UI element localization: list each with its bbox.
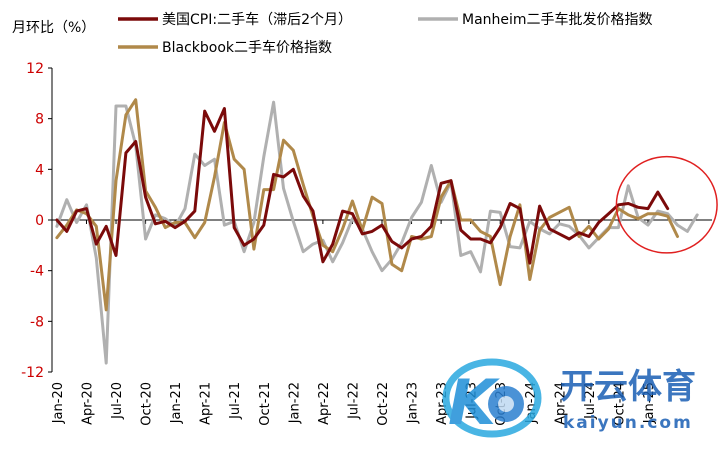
x-tick-label: Oct-21: [258, 382, 273, 426]
x-tick-label: Jul-24: [583, 382, 598, 420]
y-tick-label: 8: [35, 112, 44, 128]
watermark-en-text: kaiyun.com: [563, 413, 693, 433]
x-tick-label: Jul-21: [228, 382, 243, 420]
x-tick-label: Apr-22: [317, 382, 332, 425]
highlight-ellipse: [615, 155, 718, 254]
y-tick-label: -8: [30, 314, 44, 330]
y-tick-label: -4: [30, 264, 44, 280]
x-tick-label: Oct-22: [376, 382, 391, 426]
x-tick-label: Jan-23: [406, 382, 421, 424]
watermark: K 开云体育 kaiyun.com: [442, 358, 696, 439]
series-line-2: [55, 98, 679, 312]
watermark-logo-letter: K: [448, 366, 500, 439]
series-line-1: [55, 100, 699, 365]
x-tick-label: Jul-23: [465, 382, 480, 420]
legend-label-0: 美国CPI:二手车（滞后2个月）: [162, 11, 352, 28]
x-tick-label: Jan-25: [642, 382, 657, 424]
x-tick-label: Oct-24: [612, 382, 627, 426]
watermark-ring-icon: [442, 358, 542, 438]
x-tick-label: Apr-21: [199, 382, 214, 425]
series-line-0: [55, 107, 670, 265]
x-tick-label: Jan-21: [169, 382, 184, 424]
x-tick-label: Apr-24: [553, 382, 568, 425]
legend-label-1: Manheim二手车批发价格指数: [462, 11, 653, 28]
x-tick-label: Jul-22: [346, 382, 361, 420]
y-axis-unit-label: 月环比（%）: [12, 20, 95, 36]
watermark-cn-text: 开云体育: [560, 367, 696, 407]
x-tick-label: Jan-22: [287, 382, 302, 424]
x-tick-label: Jul-20: [110, 382, 125, 420]
x-tick-label: Jan-20: [51, 382, 66, 424]
x-tick-label: Oct-20: [140, 382, 155, 426]
y-tick-label: -12: [21, 365, 44, 381]
y-tick-label: 0: [35, 213, 44, 229]
x-tick-label: Apr-20: [80, 382, 95, 425]
y-tick-label: 12: [26, 61, 44, 77]
soccer-ball-highlight-icon: [498, 396, 514, 412]
legend-label-2: Blackbook二手车价格指数: [162, 39, 332, 56]
y-tick-label: 4: [35, 162, 44, 178]
